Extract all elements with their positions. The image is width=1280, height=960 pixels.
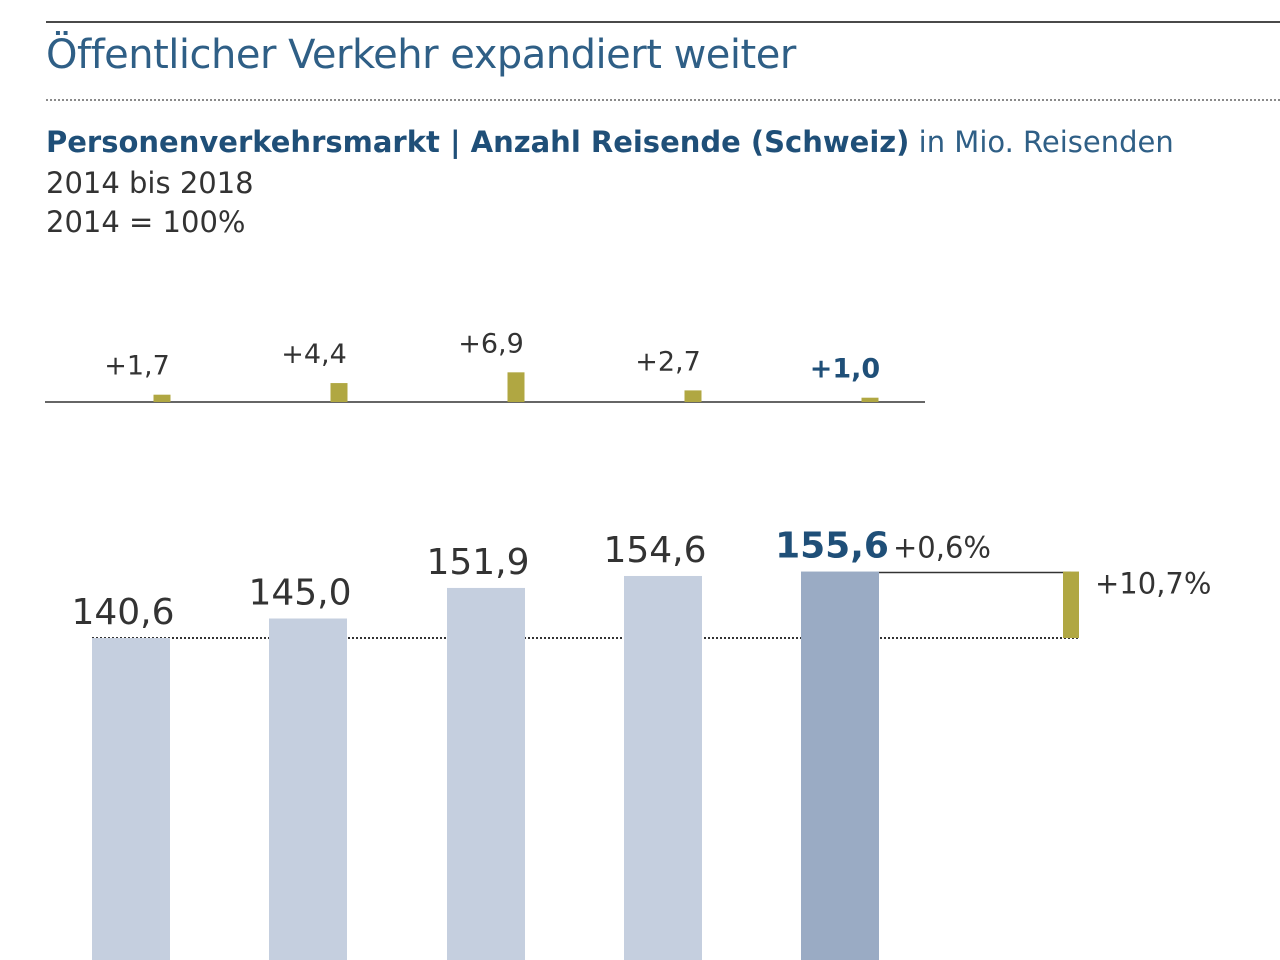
subtitle-unit: in Mio. Reisenden [918, 125, 1174, 159]
subtitle-strong: Personenverkehrsmarkt | Anzahl Reisende … [46, 125, 910, 159]
passenger-bar [269, 618, 347, 960]
growth-bar [330, 383, 348, 402]
value-label: 155,6 [775, 526, 889, 567]
value-label: 151,9 [426, 542, 529, 583]
value-label: 140,6 [71, 592, 174, 633]
top-rule [46, 21, 1280, 23]
last-change-label: +0,6% [893, 531, 991, 565]
growth-bar [684, 390, 702, 402]
chart-subtitle: Personenverkehrsmarkt | Anzahl Reisende … [46, 125, 1174, 159]
growth-bar [861, 397, 879, 402]
value-label: 154,6 [603, 530, 706, 571]
passenger-bar [801, 571, 879, 960]
growth-label: +4,4 [281, 339, 347, 370]
growth-label: +1,0 [810, 354, 880, 385]
growth-bar [507, 372, 525, 402]
value-label: 145,0 [248, 573, 351, 614]
base-label: 2014 = 100% [46, 205, 246, 239]
passenger-bar [92, 638, 170, 960]
growth-chart: +1,7 +4,4 +6,9 +2,7 +1,0 [45, 328, 925, 403]
growth-label: +2,7 [635, 346, 701, 377]
total-change-bar [1063, 571, 1079, 638]
page-title: Öffentlicher Verkehr expandiert weiter [46, 32, 796, 78]
growth-bar [153, 394, 171, 402]
growth-label: +1,7 [104, 351, 170, 382]
total-change-label: +10,7% [1095, 567, 1211, 601]
growth-label: +6,9 [458, 328, 524, 359]
period-label: 2014 bis 2018 [46, 166, 254, 200]
passenger-bar [624, 575, 702, 960]
passenger-bar [447, 587, 525, 960]
title-divider [46, 99, 1280, 101]
main-chart: 140,6 145,0 151,9 154,6 155,6 +0,6% +10,7% [71, 526, 1211, 960]
